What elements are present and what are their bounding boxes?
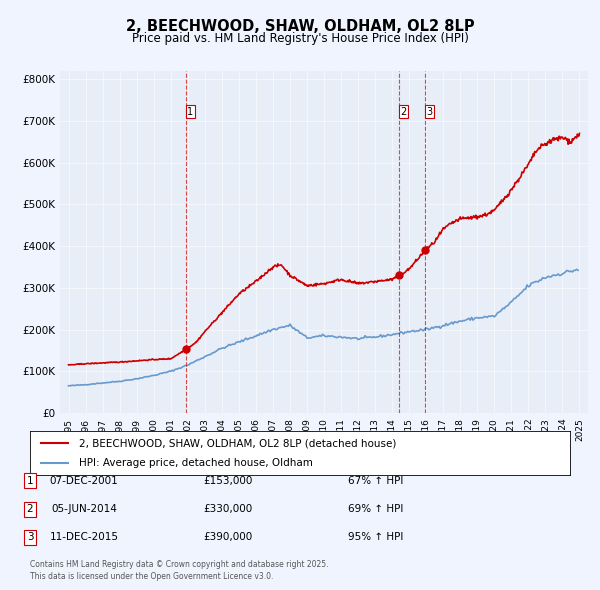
Text: 67% ↑ HPI: 67% ↑ HPI [348, 476, 403, 486]
Text: 1: 1 [187, 107, 193, 117]
Text: 11-DEC-2015: 11-DEC-2015 [50, 533, 119, 542]
Text: 2: 2 [400, 107, 407, 117]
Text: 2, BEECHWOOD, SHAW, OLDHAM, OL2 8LP: 2, BEECHWOOD, SHAW, OLDHAM, OL2 8LP [125, 19, 475, 34]
Text: 05-JUN-2014: 05-JUN-2014 [51, 504, 117, 514]
Text: 1: 1 [26, 476, 34, 486]
Text: £390,000: £390,000 [203, 533, 253, 542]
Text: £330,000: £330,000 [203, 504, 253, 514]
Text: 3: 3 [26, 533, 34, 542]
Text: Price paid vs. HM Land Registry's House Price Index (HPI): Price paid vs. HM Land Registry's House … [131, 32, 469, 45]
Text: 95% ↑ HPI: 95% ↑ HPI [348, 533, 403, 542]
Text: Contains HM Land Registry data © Crown copyright and database right 2025.
This d: Contains HM Land Registry data © Crown c… [30, 560, 329, 581]
Text: 07-DEC-2001: 07-DEC-2001 [50, 476, 118, 486]
Text: 3: 3 [426, 107, 433, 117]
Text: 2: 2 [26, 504, 34, 514]
Text: HPI: Average price, detached house, Oldham: HPI: Average price, detached house, Oldh… [79, 458, 313, 467]
Text: £153,000: £153,000 [203, 476, 253, 486]
Text: 69% ↑ HPI: 69% ↑ HPI [348, 504, 403, 514]
Text: 2, BEECHWOOD, SHAW, OLDHAM, OL2 8LP (detached house): 2, BEECHWOOD, SHAW, OLDHAM, OL2 8LP (det… [79, 438, 396, 448]
